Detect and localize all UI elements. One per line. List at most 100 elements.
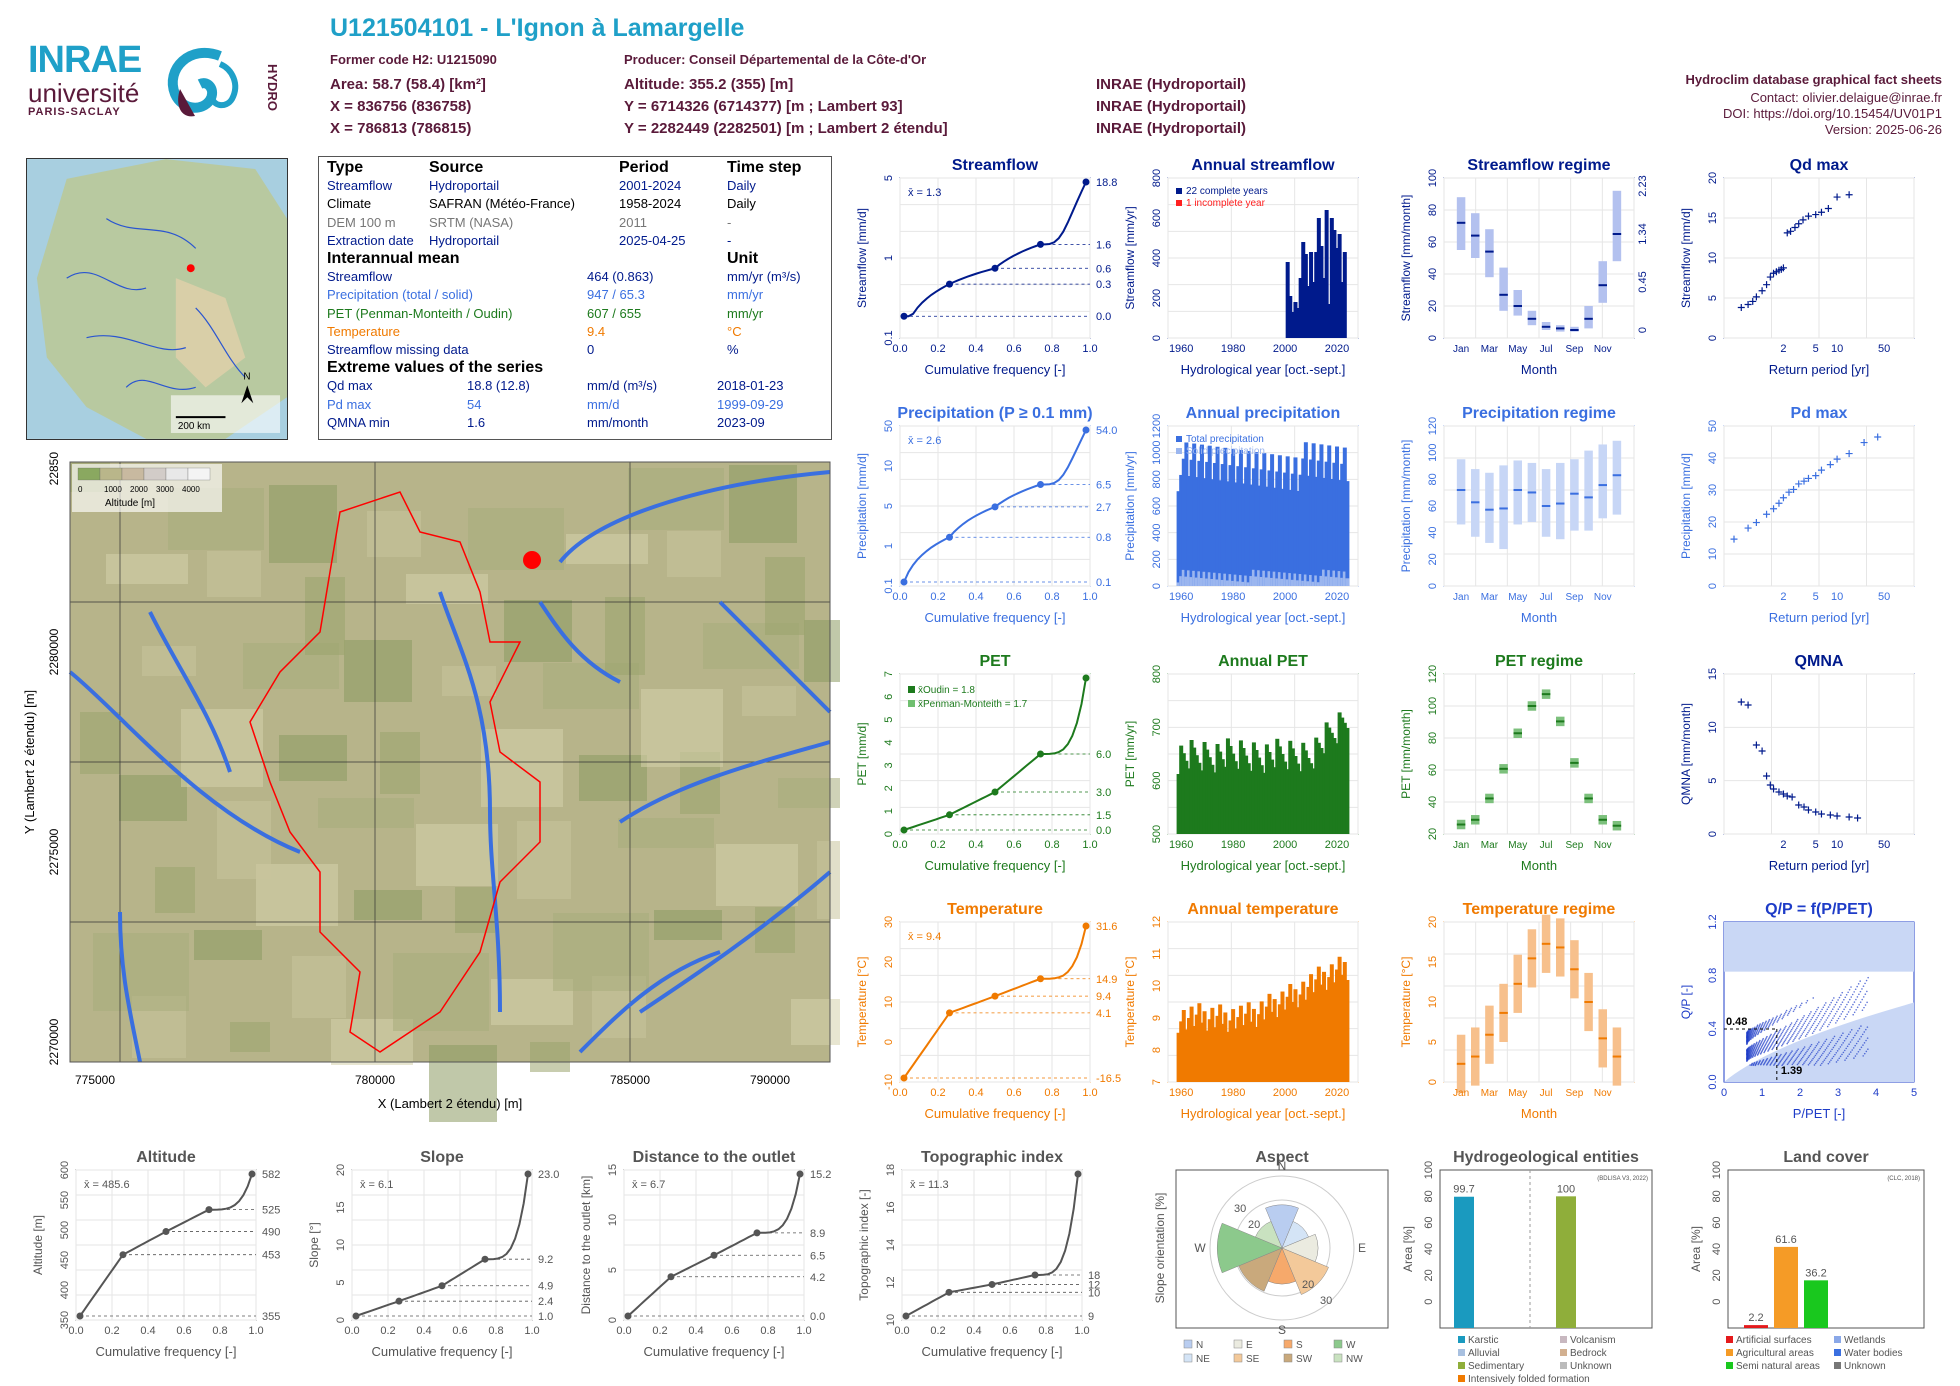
qp-point: [1806, 1024, 1809, 1026]
annual-bar: [1179, 474, 1184, 586]
qp-point: [1802, 1047, 1805, 1050]
annual-bar: [1319, 984, 1324, 1082]
annual-bar: [1197, 762, 1202, 834]
y-tick: 20: [883, 956, 895, 968]
y-tick: 12: [885, 1276, 897, 1288]
data-point: [1845, 813, 1853, 821]
data-point: [1812, 808, 1820, 816]
right-tick: 31.6: [1096, 921, 1117, 933]
x-tick: 5: [1911, 1087, 1917, 1099]
qp-point: [1804, 1035, 1807, 1037]
mean-row-cell: mm/yr: [727, 287, 764, 303]
legend-entry: Artificial surfaces: [1736, 1335, 1812, 1346]
qp-point: [1853, 1057, 1855, 1059]
qp-point: [1801, 1033, 1804, 1035]
y-tick: 0: [1707, 583, 1719, 589]
y-axis-label: Temperature [°C]: [855, 957, 869, 1048]
quantile-point: [1082, 426, 1090, 434]
legend-tick: 0: [78, 485, 83, 494]
x-tick: 0.0: [892, 1087, 907, 1099]
right-tick: 1.34: [1637, 223, 1649, 244]
quantile-point: [205, 1206, 213, 1214]
annual-bar: [1262, 772, 1267, 834]
y-tick: 2: [883, 785, 895, 791]
annual-bar: [1340, 717, 1345, 834]
qp-point: [1808, 1062, 1811, 1065]
qp-point: [1794, 1052, 1796, 1055]
qp-point: [1765, 1064, 1768, 1066]
qp-point: [1832, 1046, 1835, 1049]
qp-point: [1792, 1062, 1795, 1064]
annual-bar: [1309, 459, 1314, 586]
data-point: [1845, 450, 1853, 458]
annual-bar: [1194, 755, 1199, 834]
terrain-patch: [429, 1045, 497, 1122]
annual-bar: [1231, 448, 1236, 586]
qp-point: [1784, 1033, 1786, 1035]
qp-point: [1771, 1037, 1773, 1040]
mean-label: x̄ = 6.7: [632, 1179, 665, 1191]
y-axis-label: Temperature [°C]: [1123, 957, 1137, 1048]
legend-entry: Wetlands: [1844, 1335, 1886, 1346]
altitude: Altitude: 355.2 (355) [m]: [624, 76, 794, 93]
annual-bar: [1223, 1012, 1228, 1082]
qp-point: [1800, 1050, 1803, 1053]
qp-point: [1813, 1048, 1815, 1050]
x-tick: 0.2: [380, 1325, 395, 1337]
data-point: [1812, 211, 1820, 219]
annual-bar: [1303, 442, 1308, 586]
legend-swatch: [1333, 1353, 1343, 1363]
qp-point: [1781, 1037, 1784, 1040]
annual-bar: [1288, 740, 1293, 834]
quantile-point: [946, 533, 953, 541]
data-point: [1779, 790, 1787, 798]
x-axis-label: Cumulative frequency [-]: [925, 858, 1066, 873]
qp-point: [1852, 1036, 1855, 1039]
data-point: [1744, 300, 1752, 308]
qp-point: [1798, 1060, 1801, 1063]
legend-entry: Karstic: [1468, 1335, 1499, 1346]
qp-point: [1818, 1049, 1820, 1052]
qp-point: [1827, 1045, 1829, 1047]
terrain-patch: [80, 712, 120, 774]
north-arrow-icon: [241, 385, 254, 404]
mean-row-cell: 464 (0.863): [587, 269, 654, 285]
qp-point: [1849, 1031, 1852, 1033]
solid-bar: [1218, 573, 1223, 586]
map-xtick: 780000: [355, 1073, 395, 1087]
chart-title: Annual temperature: [1187, 901, 1338, 918]
y-axis-label: Streamflow [mm/yr]: [1123, 206, 1137, 309]
annual-bar: [1254, 452, 1259, 586]
data-point: [1783, 792, 1791, 800]
y-tick: 400: [1151, 523, 1163, 541]
mean-head: Interannual mean Unit: [327, 250, 823, 268]
right-tick: 0.0: [810, 1311, 825, 1323]
doi: DOI: https://doi.org/10.15454/UV01P1: [1723, 106, 1942, 121]
qp-point: [1827, 1014, 1830, 1017]
quantile-point: [900, 826, 908, 834]
annual-bar: [1189, 740, 1194, 834]
y-tick: 600: [1151, 497, 1163, 515]
annual-bar: [1340, 282, 1345, 338]
qp-point: [1783, 1062, 1785, 1064]
terrain-patch: [217, 801, 271, 879]
qp-point: [1793, 1008, 1796, 1011]
x-tick: 10: [1831, 591, 1843, 603]
annual-bar: [1316, 460, 1321, 586]
qp-point: [1864, 993, 1867, 995]
qp-point: [1833, 1035, 1836, 1038]
chart-title: Streamflow regime: [1467, 157, 1610, 174]
x-axis-label: P/PET [-]: [1793, 1106, 1846, 1121]
annual-bar: [1298, 474, 1303, 586]
annual-bar: [1257, 485, 1262, 586]
data-point: [1845, 191, 1853, 199]
solid-bar: [1241, 581, 1246, 586]
qp-point: [1807, 1063, 1810, 1066]
right-tick: 4.2: [810, 1272, 825, 1284]
qp-point: [1789, 1023, 1792, 1026]
qp-point: [1779, 1028, 1782, 1030]
qp-annot: 0.48: [1726, 1016, 1747, 1028]
